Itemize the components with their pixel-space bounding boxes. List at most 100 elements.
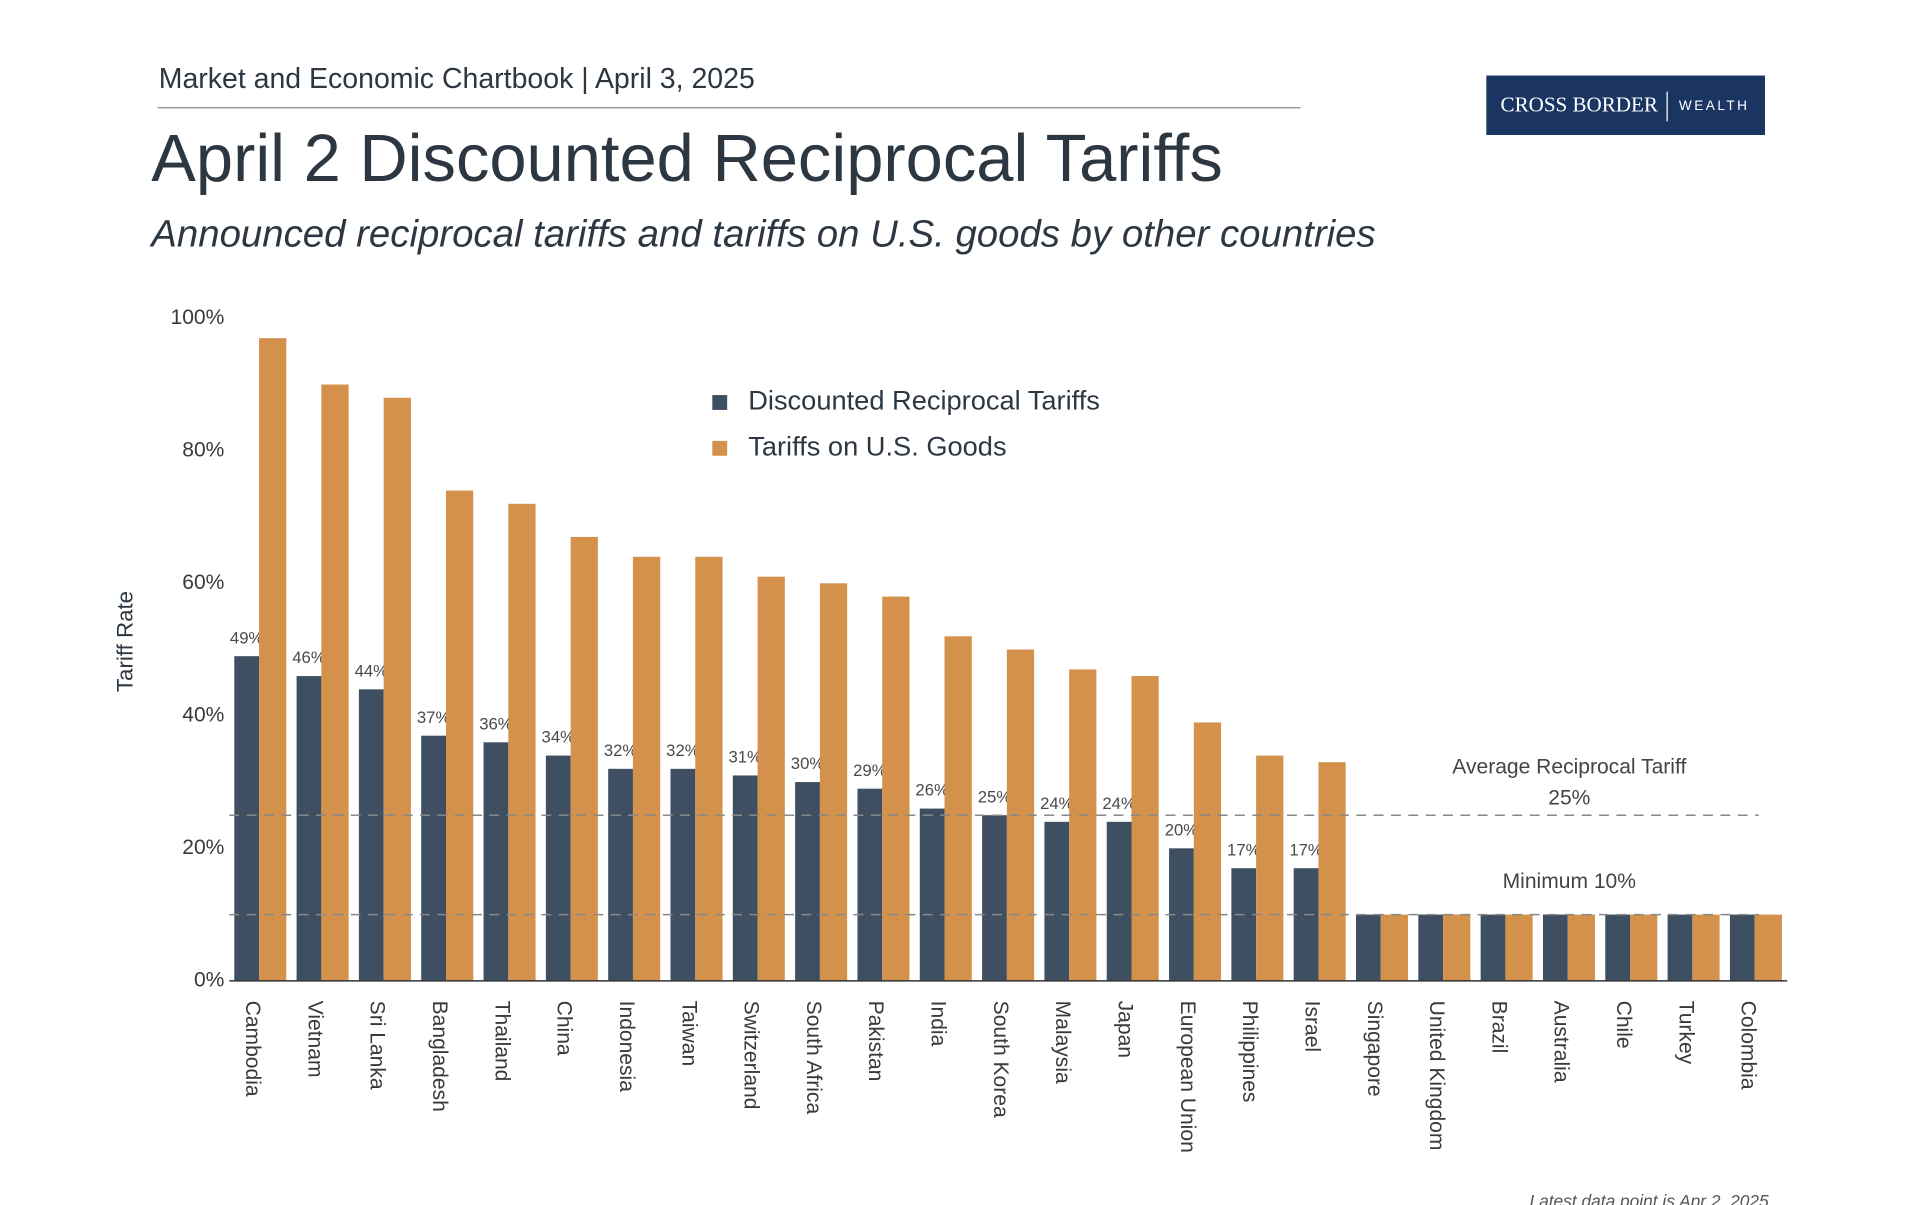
- bar: [919, 808, 945, 981]
- bar: [421, 735, 446, 981]
- chart-subtitle: Announced reciprocal tariffs and tariffs…: [149, 213, 1375, 256]
- legend-label: Tariffs on U.S. Goods: [748, 431, 1006, 462]
- bar: [1667, 914, 1693, 981]
- y-tick-label: 80%: [182, 438, 224, 461]
- bar: [1480, 914, 1506, 981]
- x-tick-label: European Union: [1176, 1001, 1199, 1153]
- bar: [670, 768, 696, 981]
- legend-swatch: [712, 440, 728, 456]
- value-label: 30%: [791, 754, 825, 773]
- bar: [1605, 914, 1631, 981]
- value-label: 44%: [355, 661, 389, 680]
- bar: [1044, 821, 1070, 981]
- value-label: 25%: [978, 787, 1012, 806]
- x-tick-label: Pakistan: [864, 1001, 887, 1082]
- y-tick-label: 100%: [171, 306, 225, 329]
- value-label: 34%: [542, 728, 576, 747]
- bar: [795, 782, 820, 981]
- x-tick-label: Malaysia: [1051, 1001, 1074, 1084]
- value-label: 49%: [230, 628, 264, 647]
- x-tick-label: Turkey: [1674, 1001, 1697, 1065]
- y-axis-label: Tariff Rate: [112, 591, 137, 692]
- bar: [383, 397, 411, 981]
- bar: [1692, 914, 1720, 981]
- x-tick-label: Sri Lanka: [366, 1001, 389, 1090]
- value-label: 24%: [1102, 794, 1136, 813]
- header: Market and Economic Chartbook | April 3,…: [159, 63, 755, 95]
- bar: [1193, 722, 1222, 981]
- x-tick-label: South Africa: [802, 1001, 825, 1115]
- x-tick-label: Chile: [1612, 1001, 1635, 1049]
- x-tick-label: Singapore: [1363, 1001, 1386, 1097]
- value-label: 46%: [292, 648, 326, 667]
- bar: [1293, 868, 1319, 981]
- bar: [944, 636, 972, 981]
- value-label: 36%: [479, 714, 513, 733]
- bar: [570, 536, 598, 981]
- chart-title: April 2 Discounted Reciprocal Tariffs: [151, 121, 1222, 196]
- value-label: 32%: [604, 741, 638, 760]
- logo-suffix: WEALTH: [1679, 98, 1750, 113]
- bar: [1754, 914, 1782, 981]
- y-tick-label: 20%: [182, 836, 224, 859]
- y-tick-label: 60%: [182, 571, 224, 594]
- bar: [1131, 676, 1159, 981]
- bar: [695, 556, 723, 981]
- bar: [259, 338, 287, 981]
- reference-value-label: 25%: [1548, 787, 1590, 810]
- bar: [1729, 914, 1755, 981]
- bar: [982, 815, 1007, 981]
- reference-label: Average Reciprocal Tariff: [1452, 756, 1686, 779]
- x-tick-label: India: [927, 1001, 950, 1047]
- value-label: 32%: [666, 741, 700, 760]
- bar: [608, 768, 633, 981]
- bar: [1356, 914, 1381, 981]
- legend-swatch: [712, 395, 728, 410]
- bar: [1630, 914, 1658, 981]
- x-tick-label: Bangladesh: [428, 1001, 451, 1112]
- value-label: 17%: [1227, 840, 1261, 859]
- bar: [1256, 755, 1284, 981]
- y-tick-label: 0%: [194, 968, 224, 991]
- bar: [296, 676, 322, 981]
- x-tick-label: South Korea: [989, 1001, 1012, 1118]
- bar: [508, 503, 536, 981]
- bar: [234, 656, 260, 981]
- bar: [857, 788, 883, 981]
- value-label: 26%: [915, 781, 949, 800]
- bar: [1542, 914, 1568, 981]
- x-tick-label: Colombia: [1737, 1001, 1760, 1090]
- value-label: 17%: [1289, 840, 1323, 859]
- x-tick-label: Thailand: [490, 1001, 513, 1082]
- legend-label: Discounted Reciprocal Tariffs: [748, 385, 1100, 416]
- x-tick-label: United Kingdom: [1425, 1001, 1448, 1151]
- x-tick-label: Israel: [1300, 1001, 1323, 1052]
- bar: [1318, 762, 1346, 981]
- x-tick-label: Philippines: [1238, 1001, 1261, 1103]
- value-label: 29%: [853, 761, 887, 780]
- value-label: 31%: [728, 748, 762, 767]
- value-label: 20%: [1165, 820, 1199, 839]
- reference-label: Minimum 10%: [1503, 870, 1636, 893]
- x-tick-label: Indonesia: [615, 1001, 638, 1093]
- bar: [1231, 868, 1257, 981]
- y-tick-label: 40%: [182, 703, 224, 726]
- bar: [1443, 914, 1471, 981]
- value-label: 24%: [1040, 794, 1074, 813]
- x-tick-label: Australia: [1550, 1001, 1573, 1083]
- bar: [358, 689, 384, 981]
- bar: [1418, 914, 1444, 981]
- bar: [757, 576, 785, 981]
- bar: [1380, 914, 1409, 981]
- x-tick-label: China: [553, 1001, 576, 1056]
- bar: [732, 775, 758, 981]
- logo-name: CROSS BORDER: [1501, 92, 1658, 116]
- bar: [882, 596, 910, 981]
- bar: [1069, 669, 1097, 981]
- x-tick-label: Switzerland: [740, 1001, 763, 1110]
- x-tick-label: Japan: [1114, 1001, 1137, 1058]
- value-label: 37%: [417, 708, 451, 727]
- logo-box: [1486, 75, 1765, 135]
